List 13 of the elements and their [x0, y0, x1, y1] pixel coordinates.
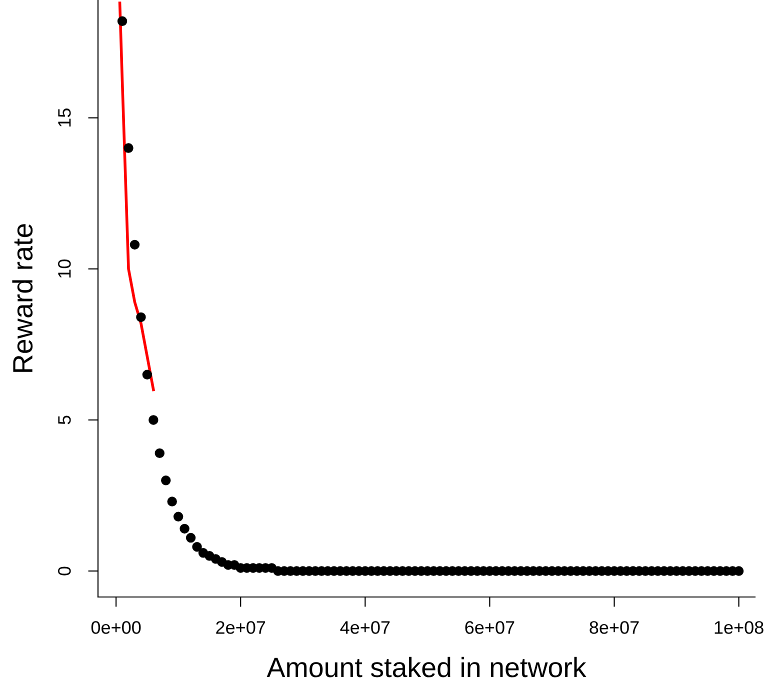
x-tick-label: 0e+00 — [91, 621, 141, 634]
x-tick-label: 8e+07 — [590, 621, 639, 634]
x-tick-label: 4e+07 — [340, 621, 390, 634]
x-tick-label: 2e+07 — [216, 621, 266, 634]
x-tick-label: 6e+07 — [465, 621, 514, 634]
x-tick-label: 1e+08 — [714, 621, 764, 634]
y-tick-label: 15 — [58, 108, 71, 126]
y-tick-label: 10 — [58, 260, 71, 278]
y-axis-title: Reward rate — [12, 224, 33, 372]
line-series — [118, 2, 155, 392]
x-axis-title: Amount staked in network — [266, 656, 586, 678]
y-tick-label: 5 — [58, 416, 71, 424]
y-tick-label: 0 — [58, 566, 71, 576]
